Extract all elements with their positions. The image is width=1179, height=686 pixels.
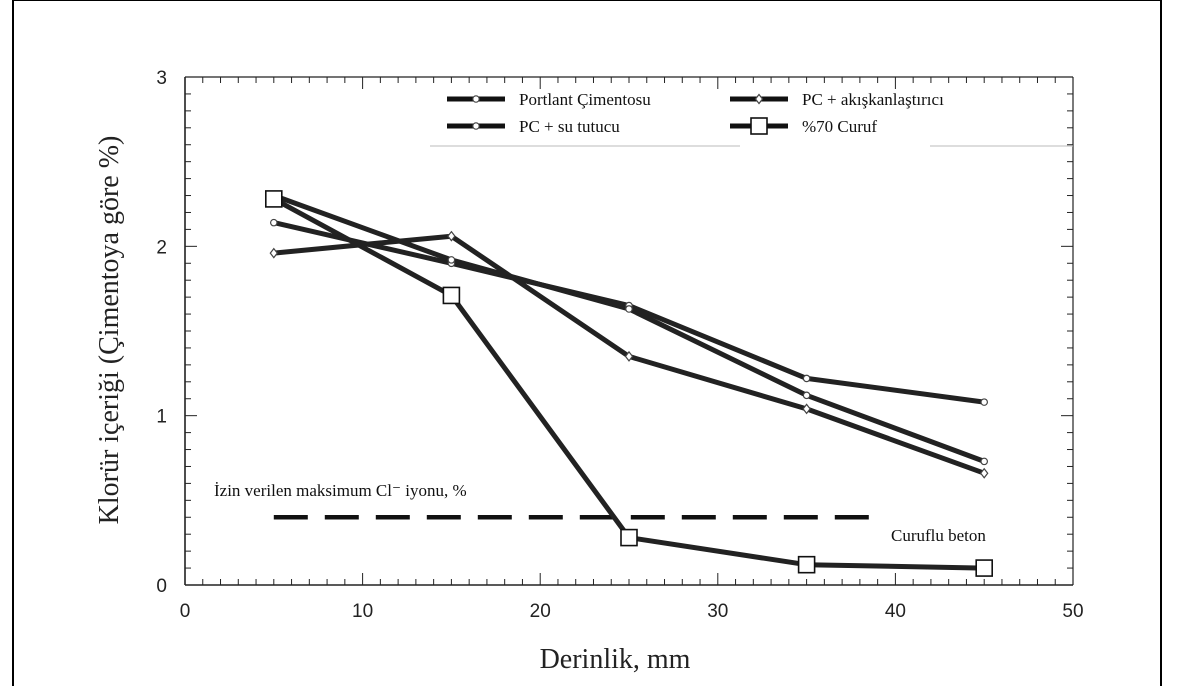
- data-point: [264, 190, 283, 208]
- series-2: [271, 193, 987, 464]
- x-tick-label: 0: [180, 601, 191, 622]
- data-point: [447, 230, 456, 242]
- data-point: [980, 457, 989, 466]
- legend-label: Portlant Çimentosu: [519, 90, 651, 109]
- plot-area: [184, 76, 1074, 586]
- y-tick-label: 1: [156, 407, 167, 428]
- data-point: [447, 256, 456, 264]
- series-4-markers: [264, 190, 994, 577]
- annotation-curuflu-beton: Curuflu beton: [891, 526, 986, 545]
- data-point: [980, 398, 989, 406]
- data-point: [975, 559, 994, 577]
- axis-ticks: [184, 76, 1074, 586]
- data-point: [269, 218, 278, 227]
- x-tick-label: 20: [530, 601, 551, 622]
- x-tick-label: 50: [1062, 601, 1083, 622]
- series-4: [271, 196, 987, 571]
- data-point: [802, 403, 811, 415]
- data-point: [625, 305, 633, 313]
- data-point: [442, 286, 461, 305]
- data-point: [624, 350, 634, 362]
- data-point: [620, 528, 638, 547]
- reference-line-label: İzin verilen maksimum Cl⁻ iyonu, %: [214, 481, 467, 500]
- x-tick-label: 40: [885, 601, 906, 622]
- data-point: [802, 391, 811, 400]
- series-line: [271, 193, 987, 464]
- x-axis-title: Derinlik, mm: [540, 644, 691, 675]
- y-tick-label: 3: [156, 68, 167, 89]
- legend-label: PC + akışkanlaştırıcı: [802, 90, 944, 109]
- legend-label: %70 Curuf: [802, 117, 877, 136]
- data-point: [802, 374, 811, 383]
- series-3-markers: [269, 230, 989, 479]
- series-group: [264, 190, 994, 577]
- data-point: [269, 247, 279, 259]
- legend-swatch-marker: [472, 95, 480, 103]
- legend: Portlant Çimentosu PC + su tutucu PC + akı…: [430, 90, 1073, 147]
- y-tick-label: 2: [156, 237, 167, 258]
- y-tick-label: 0: [156, 576, 167, 597]
- x-tick-label: 30: [707, 601, 728, 622]
- data-point: [979, 467, 989, 479]
- legend-label: PC + su tutucu: [519, 117, 620, 136]
- x-tick-label: 10: [352, 601, 373, 622]
- legend-swatch-marker: [754, 93, 764, 105]
- legend-swatch-marker: [750, 117, 768, 135]
- figure-frame: [12, 0, 1162, 686]
- data-point: [797, 555, 816, 574]
- y-axis-title: Klorür içeriği (Çimentoya göre %): [94, 136, 125, 525]
- axis-tick-labels: 0 10 20 30 40 50 0 1 2 3: [156, 68, 1083, 622]
- legend-swatch-marker: [472, 122, 480, 130]
- series-line: [271, 196, 987, 571]
